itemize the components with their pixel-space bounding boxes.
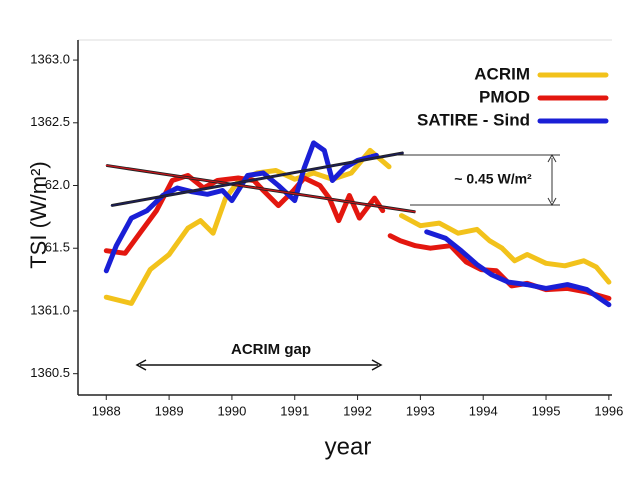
y-tick-label: 1363.0 [30,52,70,67]
x-tick-label: 1994 [469,403,498,418]
y-tick-label: 61.5 [45,240,70,255]
y-tick-label: 62.0 [45,177,70,192]
x-tick-label: 1991 [280,403,309,418]
annotation: ~ 0.45 W/m² [454,171,532,187]
x-tick-label: 1988 [92,403,121,418]
legend-label: ACRIM [474,64,530,83]
x-tick-label: 1992 [343,403,372,418]
x-tick-label: 1993 [406,403,435,418]
trend-line [110,152,404,207]
legend-label: PMOD [479,87,530,106]
y-axis-label: TSI (W/m²) [26,161,51,269]
x-tick-label: 1995 [532,403,561,418]
x-tick-label: 1989 [155,403,184,418]
x-tick-label: 1990 [217,403,246,418]
arrow-heads [547,153,557,207]
y-tick-label: 1361.0 [30,302,70,317]
x-tick-label: 1996 [594,403,623,418]
data-line [103,140,612,308]
x-axis-label: year [325,433,372,460]
annotation: ACRIM gap [231,341,311,358]
legend-label: SATIRE - Sind [417,110,530,129]
arrow-heads [135,359,383,371]
trend-line [105,164,416,213]
y-tick-label: 1362.5 [30,114,70,129]
y-tick-label: 1360.5 [30,365,70,380]
